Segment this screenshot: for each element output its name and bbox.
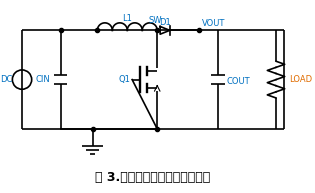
Text: L1: L1 bbox=[122, 14, 132, 23]
Text: SW: SW bbox=[149, 16, 162, 25]
Text: D1: D1 bbox=[159, 18, 171, 27]
Text: CIN: CIN bbox=[36, 75, 51, 84]
Text: VOUT: VOUT bbox=[202, 19, 225, 28]
Text: LOAD: LOAD bbox=[289, 75, 313, 84]
Text: COUT: COUT bbox=[227, 77, 250, 86]
Text: 图 3.缩短开关电流及大电流回路: 图 3.缩短开关电流及大电流回路 bbox=[95, 171, 210, 184]
Text: DC: DC bbox=[0, 75, 13, 84]
Text: Q1: Q1 bbox=[118, 75, 130, 84]
